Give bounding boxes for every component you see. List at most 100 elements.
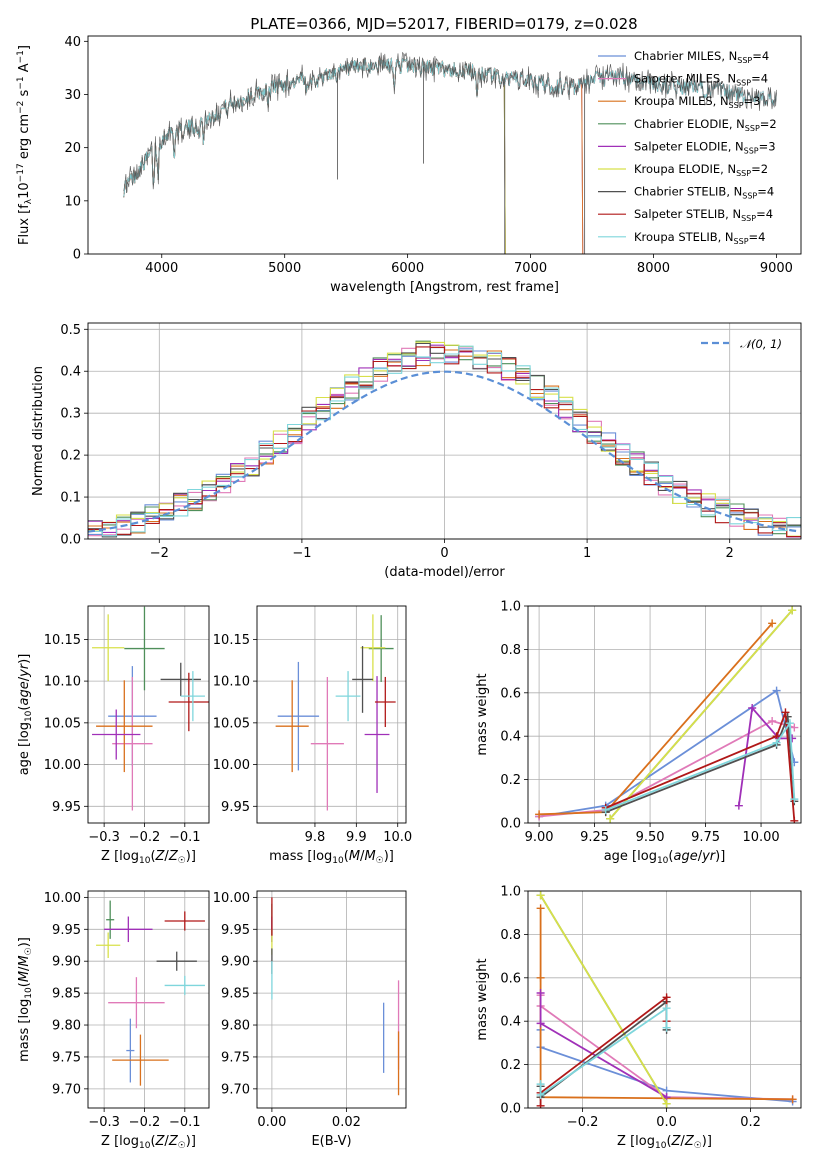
spectrum-line — [123, 56, 584, 254]
legend-label: Salpeter MILES, NSSP=4 — [634, 72, 768, 88]
mass-vs-Z-plot — [96, 900, 205, 1086]
y-tick-label: 0.0 — [60, 533, 81, 548]
x-tick-label: 0.02 — [332, 1115, 361, 1130]
weight-marker — [606, 814, 615, 823]
spectrum-line — [123, 56, 506, 254]
weight-marker — [536, 904, 545, 913]
age-vs-Z-panel: −0.3 −0.2 −0.1 9.95 10.00 10.05 10.10 10.15 Z [l… — [17, 605, 210, 866]
x-axis-label: (data-model)/error — [384, 565, 505, 580]
mass-vs-ebv-panel: 0.00 0.02 9.70 9.75 9.80 9.85 9.90 9.95 10.00 E(B… — [213, 890, 407, 1149]
x-tick-label: −2 — [150, 546, 169, 561]
weight-vs-age-frame — [527, 605, 802, 824]
x-tick-label: 9.9 — [346, 830, 367, 845]
y-tick-label: 0.0 — [500, 817, 521, 832]
age-vs-Z-plot — [92, 606, 209, 811]
x-tick-label: −0.2 — [129, 830, 161, 845]
y-tick-label: 9.80 — [52, 1019, 81, 1034]
weight-vs-Z-plot — [536, 891, 797, 1108]
spectrum-line — [123, 56, 506, 254]
x-tick-label: 10.0 — [383, 830, 412, 845]
spectrum-line — [123, 56, 584, 254]
residuals-panel: −2 −1 0 1 2 0.0 0.1 0.2 0.3 0.4 0.5 𝒩(0, 1) (data-mo… — [31, 322, 802, 580]
y-tick-label: 9.90 — [52, 955, 81, 970]
y-tick-label: 9.70 — [52, 1082, 81, 1097]
y-axis-label: age [log10(age/yr)] — [17, 654, 34, 776]
weight-marker — [662, 1004, 671, 1013]
y-tick-label: 9.95 — [52, 800, 81, 815]
y-tick-label: 9.85 — [221, 987, 250, 1002]
spectrum-frame — [87, 35, 802, 255]
y-tick-label: 9.75 — [221, 1050, 250, 1065]
weight-marker — [662, 1023, 671, 1032]
weight-marker — [535, 810, 544, 819]
y-tick-label: 9.85 — [52, 987, 81, 1002]
weight-line — [609, 609, 793, 820]
residuals-plot — [88, 340, 801, 538]
x-tick-label: 9.50 — [636, 830, 665, 845]
x-tick-label: 10.00 — [742, 830, 779, 845]
y-tick-label: 9.90 — [221, 955, 250, 970]
weight-line — [539, 1006, 668, 1097]
weight-marker — [790, 816, 799, 823]
y-tick-label: 10.05 — [44, 716, 81, 731]
histogram-step — [88, 345, 801, 537]
x-axis-label: E(B-V) — [311, 1134, 351, 1149]
y-tick-label: 10.05 — [213, 716, 250, 731]
x-tick-label: 1 — [583, 546, 591, 561]
x-axis-label: Z [log10(Z/Z☉)] — [101, 1134, 196, 1151]
y-tick-label: 0.4 — [500, 730, 521, 745]
legend-label: Chabrier MILES, NSSP=4 — [634, 49, 769, 65]
x-tick-label: 0 — [440, 546, 448, 561]
y-tick-label: 0.1 — [60, 491, 81, 506]
y-axis-label: mass weight — [475, 673, 490, 755]
normal-curve — [88, 370, 799, 533]
weight-marker — [536, 1019, 545, 1028]
y-tick-label: 10.00 — [44, 758, 81, 773]
spectrum-panel: 4000 5000 6000 7000 8000 9000 0 10 20 30 40 wavelen… — [16, 35, 802, 295]
x-tick-label: −0.1 — [169, 1115, 201, 1130]
y-tick-label: 10.15 — [213, 633, 250, 648]
y-tick-label: 9.95 — [52, 923, 81, 938]
legend-label: Kroupa ELODIE, NSSP=2 — [634, 162, 768, 178]
weight-vs-Z-frame — [527, 890, 802, 1109]
weight-marker — [536, 891, 545, 900]
x-tick-label: 0.00 — [257, 1115, 286, 1130]
y-tick-label: 10.10 — [213, 675, 250, 690]
weight-marker — [536, 1080, 545, 1089]
x-tick-label: −0.1 — [169, 830, 201, 845]
legend-label: 𝒩(0, 1) — [740, 337, 782, 351]
weight-vs-age-plot — [535, 606, 799, 823]
age-vs-mass-plot — [275, 614, 396, 811]
mass-vs-ebv-frame — [256, 890, 407, 1109]
x-tick-label: 4000 — [145, 261, 178, 276]
x-axis-label: mass [log10(M/M☉)] — [269, 849, 394, 866]
x-tick-label: 8000 — [637, 261, 670, 276]
weight-marker — [768, 619, 777, 628]
weight-marker — [788, 1095, 797, 1104]
x-tick-label: 9.25 — [580, 830, 609, 845]
weight-vs-Z-panel: −0.2 0.0 0.2 0.0 0.2 0.4 0.6 0.8 1.0 Z [log10(Z/Z… — [475, 885, 802, 1151]
weight-marker — [662, 1099, 671, 1108]
y-tick-label: 9.95 — [221, 800, 250, 815]
mass-vs-Z-frame — [87, 890, 210, 1109]
weight-marker — [536, 973, 545, 982]
y-axis-label: Normed distribution — [31, 366, 46, 496]
y-tick-label: 10 — [64, 194, 81, 209]
legend-label: Salpeter ELODIE, NSSP=3 — [634, 139, 776, 155]
weight-line — [605, 716, 796, 813]
x-axis-label: wavelength [Angstrom, rest frame] — [330, 280, 559, 295]
weight-line — [605, 711, 796, 821]
y-tick-label: 10.10 — [44, 675, 81, 690]
weight-marker — [772, 686, 781, 695]
weight-marker — [662, 993, 671, 1002]
y-tick-label: 20 — [64, 141, 81, 156]
weight-marker — [768, 717, 777, 726]
legend-label: Kroupa MILES, NSSP=3 — [634, 94, 760, 110]
y-tick-label: 0.0 — [500, 1102, 521, 1117]
y-tick-label: 9.70 — [221, 1082, 250, 1097]
spectrum-line — [123, 56, 584, 254]
x-tick-label: 9.00 — [525, 830, 554, 845]
x-tick-label: −0.2 — [567, 1115, 599, 1130]
x-axis-label: Z [log10(Z/Z☉)] — [101, 849, 196, 866]
